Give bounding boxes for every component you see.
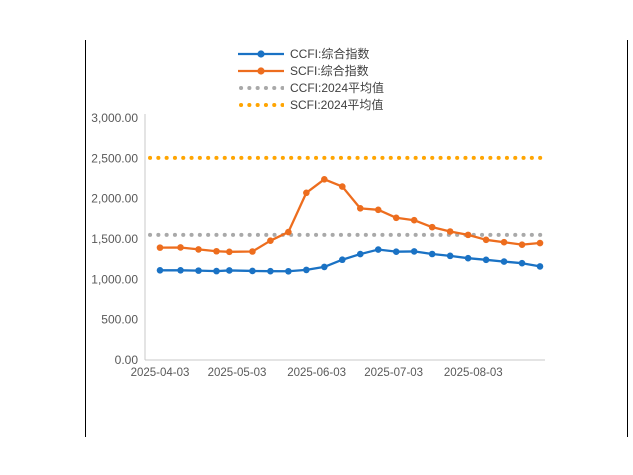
svg-text:2025-08-03: 2025-08-03 [444,367,503,379]
legend-label: SCFI:2024平均值 [290,98,384,112]
svg-text:2025-05-03: 2025-05-03 [208,367,267,379]
svg-text:1,500.00: 1,500.00 [91,232,138,246]
svg-text:2,000.00: 2,000.00 [91,192,138,206]
legend-label: SCFI:综合指数 [290,64,369,78]
chart-legend: CCFI:综合指数 SCFI:综合指数 CCFI:2024平均值 SCFI:20… [238,46,384,112]
svg-text:2025-06-03: 2025-06-03 [287,367,346,379]
svg-text:1,000.00: 1,000.00 [91,272,138,286]
legend-item-ccfi-average: CCFI:2024平均值 [238,80,384,95]
dotted-line-swatch-icon [238,82,284,94]
line-marker-swatch-icon [238,65,284,77]
line-marker-swatch-icon [238,48,284,60]
svg-text:2,500.00: 2,500.00 [91,151,138,165]
svg-text:0.00: 0.00 [115,353,139,367]
svg-text:500.00: 500.00 [101,313,138,327]
svg-text:2025-04-03: 2025-04-03 [131,367,190,379]
svg-text:3,000.00: 3,000.00 [91,111,138,125]
legend-item-scfi-index: SCFI:综合指数 [238,63,384,78]
dotted-line-swatch-icon [238,99,284,111]
legend-item-ccfi-index: CCFI:综合指数 [238,46,384,61]
legend-label: CCFI:综合指数 [290,47,370,61]
legend-label: CCFI:2024平均值 [290,81,385,95]
svg-text:2025-07-03: 2025-07-03 [364,367,423,379]
legend-item-scfi-average: SCFI:2024平均值 [238,97,384,112]
